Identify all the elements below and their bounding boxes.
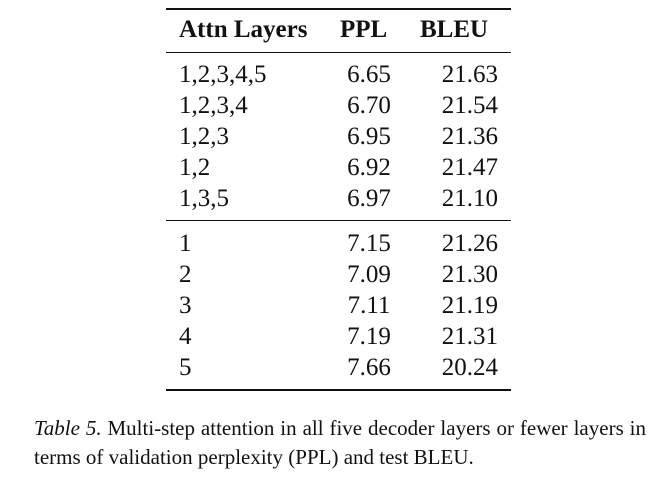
table-row-layers: 1,2,3,4,5 xyxy=(179,61,267,88)
table-row-bleu: 21.54 xyxy=(441,92,498,119)
table-row-layers: 4 xyxy=(179,323,192,350)
caption-label: Table 5. xyxy=(34,416,102,440)
caption-text: Multi-step attention in all five decoder… xyxy=(34,416,646,469)
table-row-bleu: 21.63 xyxy=(441,61,498,88)
table-row-layers: 5 xyxy=(179,354,192,381)
table-caption: Table 5. Multi-step attention in all fiv… xyxy=(34,414,646,472)
table-row-layers: 1,2,3 xyxy=(179,123,229,150)
table-row-ppl: 7.15 xyxy=(347,230,391,257)
table-top-rule xyxy=(166,8,511,10)
table-row-ppl: 6.97 xyxy=(347,185,391,212)
header-ppl: PPL xyxy=(340,16,388,43)
table-row-bleu: 21.47 xyxy=(441,154,498,181)
table-row-bleu: 21.36 xyxy=(441,123,498,150)
table-row-ppl: 7.11 xyxy=(347,292,391,319)
table-row-ppl: 7.09 xyxy=(347,261,391,288)
table-row-layers: 1 xyxy=(179,230,192,257)
table-row-ppl: 7.19 xyxy=(347,323,391,350)
table-row-ppl: 6.95 xyxy=(347,123,391,150)
table-row-layers: 1,2 xyxy=(179,154,211,181)
table-bottom-rule xyxy=(166,389,511,391)
table-row-ppl: 6.92 xyxy=(347,154,391,181)
table-row-layers: 2 xyxy=(179,261,192,288)
table-row-bleu: 21.19 xyxy=(441,292,498,319)
table-row-ppl: 7.66 xyxy=(347,354,391,381)
table-row-bleu: 21.31 xyxy=(441,323,498,350)
table-row-bleu: 21.10 xyxy=(441,185,498,212)
table-row-bleu: 21.30 xyxy=(441,261,498,288)
table-header-rule xyxy=(166,52,511,53)
header-attn-layers: Attn Layers xyxy=(179,16,308,43)
table-row-layers: 1,2,3,4 xyxy=(179,92,248,119)
table-row-layers: 3 xyxy=(179,292,192,319)
table-row-ppl: 6.65 xyxy=(347,61,391,88)
table-row-ppl: 6.70 xyxy=(347,92,391,119)
table-row-bleu: 21.26 xyxy=(441,230,498,257)
header-bleu: BLEU xyxy=(420,16,489,43)
table-row-layers: 1,3,5 xyxy=(179,185,229,212)
table-row-bleu: 20.24 xyxy=(441,354,498,381)
table-group-rule xyxy=(166,220,511,221)
